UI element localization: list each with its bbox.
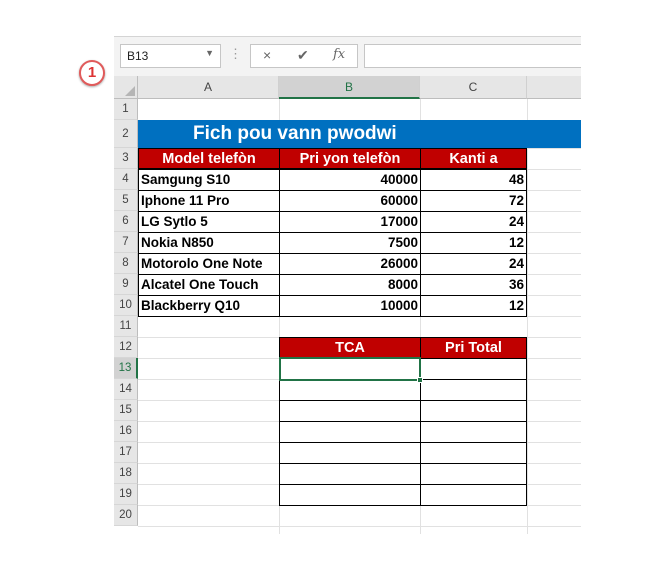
row-header[interactable]: 11 <box>114 316 138 337</box>
summary-cell-tca[interactable] <box>279 421 421 443</box>
summary-cell-total[interactable] <box>420 421 527 443</box>
summary-cell-total[interactable] <box>420 484 527 506</box>
formula-input[interactable] <box>364 44 581 68</box>
table-cell[interactable]: 26000 <box>279 253 421 275</box>
formula-actions: × ✔ fx <box>250 44 358 68</box>
insert-function-icon[interactable]: fx <box>333 47 346 62</box>
row-header[interactable]: 14 <box>114 379 138 400</box>
header-cell-tca[interactable]: TCA <box>279 337 421 359</box>
summary-cell-tca[interactable] <box>279 400 421 422</box>
header-cell-total-price[interactable]: Pri Total <box>420 337 527 359</box>
gridline <box>138 526 581 527</box>
summary-cell-total[interactable] <box>420 400 527 422</box>
row-header[interactable]: 5 <box>114 190 138 211</box>
cancel-icon[interactable]: × <box>263 47 272 63</box>
fill-handle[interactable] <box>417 377 423 383</box>
table-cell[interactable]: 40000 <box>279 169 421 191</box>
row-header[interactable]: 6 <box>114 211 138 232</box>
summary-cell-tca[interactable] <box>279 442 421 464</box>
row-header[interactable]: 2 <box>114 120 138 148</box>
row-header[interactable]: 4 <box>114 169 138 190</box>
row-header[interactable]: 12 <box>114 337 138 358</box>
table-cell[interactable]: 17000 <box>279 211 421 233</box>
header-cell-price[interactable]: Pri yon telefòn <box>279 148 421 169</box>
summary-cell-total[interactable] <box>420 379 527 401</box>
column-header-a[interactable]: A <box>138 76 279 99</box>
column-header-d[interactable] <box>527 76 581 99</box>
drag-handle-icon[interactable]: ⋮ <box>229 46 242 61</box>
step-badge: 1 <box>79 60 105 86</box>
table-cell[interactable]: 12 <box>420 232 527 254</box>
row-header[interactable]: 9 <box>114 274 138 295</box>
header-cell-quantity[interactable]: Kanti a <box>420 148 527 169</box>
name-box[interactable]: B13 ▼ <box>120 44 221 68</box>
row-header[interactable]: 17 <box>114 442 138 463</box>
row-header[interactable]: 18 <box>114 463 138 484</box>
summary-cell-tca[interactable] <box>279 379 421 401</box>
table-cell[interactable]: Samgung S10 <box>138 169 280 191</box>
row-header[interactable]: 16 <box>114 421 138 442</box>
table-cell[interactable]: Motorolo One Note <box>138 253 280 275</box>
summary-cell-total[interactable] <box>420 463 527 485</box>
table-cell[interactable]: 72 <box>420 190 527 212</box>
column-header-b[interactable]: B <box>279 76 420 99</box>
row-header[interactable]: 7 <box>114 232 138 253</box>
row-header[interactable]: 1 <box>114 99 138 120</box>
table-cell[interactable]: 12 <box>420 295 527 317</box>
sheet-title[interactable]: Fich pou vann pwodwi <box>138 120 581 148</box>
spreadsheet-grid: A B C 1 2 3 4 5 6 7 8 9 10 11 12 13 14 1… <box>114 76 581 534</box>
row-header[interactable]: 3 <box>114 148 138 169</box>
row-header[interactable]: 15 <box>114 400 138 421</box>
row-header[interactable]: 10 <box>114 295 138 316</box>
summary-cell-total[interactable] <box>420 442 527 464</box>
select-all-corner[interactable] <box>114 76 138 99</box>
chevron-down-icon[interactable]: ▼ <box>205 48 214 58</box>
table-cell[interactable]: LG Sytlo 5 <box>138 211 280 233</box>
active-cell-b13[interactable] <box>279 357 421 381</box>
header-cell-model[interactable]: Model telefòn <box>138 148 280 169</box>
table-cell[interactable]: 48 <box>420 169 527 191</box>
formula-bar: B13 ▼ ⋮ × ✔ fx <box>114 36 581 76</box>
row-header[interactable]: 19 <box>114 484 138 505</box>
table-cell[interactable]: 7500 <box>279 232 421 254</box>
table-cell[interactable]: Nokia N850 <box>138 232 280 254</box>
summary-cell-tca[interactable] <box>279 463 421 485</box>
table-cell[interactable]: 10000 <box>279 295 421 317</box>
row-header[interactable]: 20 <box>114 505 138 526</box>
table-cell[interactable]: 60000 <box>279 190 421 212</box>
table-cell[interactable]: 24 <box>420 211 527 233</box>
table-cell[interactable]: Alcatel One Touch <box>138 274 280 296</box>
name-box-value: B13 <box>127 49 149 63</box>
summary-cell-total[interactable] <box>420 358 527 380</box>
enter-icon[interactable]: ✔ <box>297 47 309 63</box>
column-header-c[interactable]: C <box>420 76 527 99</box>
row-header[interactable]: 8 <box>114 253 138 274</box>
row-header-selected[interactable]: 13 <box>114 358 138 379</box>
table-cell[interactable]: 24 <box>420 253 527 275</box>
table-cell[interactable]: 8000 <box>279 274 421 296</box>
table-cell[interactable]: Blackberry Q10 <box>138 295 280 317</box>
summary-cell-tca[interactable] <box>279 484 421 506</box>
table-cell[interactable]: 36 <box>420 274 527 296</box>
table-cell[interactable]: Iphone 11 Pro <box>138 190 280 212</box>
